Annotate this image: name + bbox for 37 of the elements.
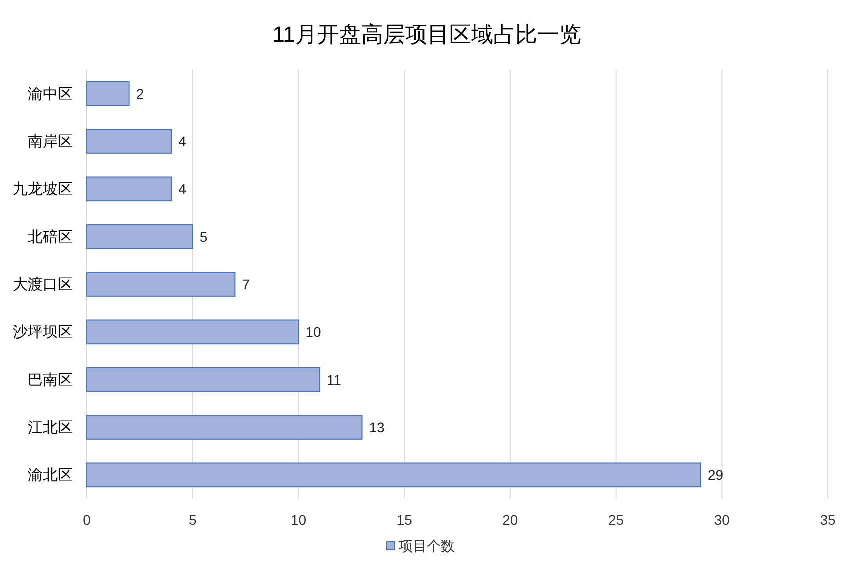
- y-tick-label: 北碚区: [28, 228, 73, 246]
- data-label: 29: [708, 467, 724, 484]
- bar: [86, 415, 363, 440]
- bar: [86, 462, 702, 488]
- bar: [86, 367, 320, 392]
- x-tick-label: 5: [188, 512, 197, 528]
- bar: [86, 224, 194, 250]
- bar: [86, 176, 172, 202]
- data-label: 10: [306, 324, 322, 340]
- data-label: 4: [178, 134, 187, 150]
- y-tick-label: 沙坪坝区: [13, 324, 73, 342]
- x-tick-label: 20: [502, 512, 518, 528]
- bar: [86, 320, 300, 345]
- bar: [86, 129, 172, 154]
- x-tick-label: 15: [396, 512, 413, 528]
- x-tick-label: 35: [820, 512, 836, 528]
- y-tick-label: 渝北区: [28, 467, 73, 484]
- y-tick-label: 大渡口区: [13, 276, 73, 294]
- y-tick-label: 江北区: [28, 420, 73, 436]
- data-label: 11: [326, 372, 342, 388]
- y-tick-label: 九龙坡区: [13, 181, 73, 198]
- data-label: 4: [178, 181, 187, 198]
- y-tick-label: 渝中区: [28, 86, 73, 103]
- data-label: 13: [369, 420, 386, 436]
- data-label: 5: [200, 228, 208, 245]
- bar: [86, 272, 236, 297]
- legend-label: 项目个数: [399, 538, 455, 554]
- chart-title: 11月开盘高层项目区域占比一览: [272, 22, 582, 47]
- bar: [86, 81, 130, 106]
- x-tick-label: 0: [83, 512, 92, 528]
- data-label: 2: [136, 86, 144, 102]
- data-label: 7: [242, 276, 250, 292]
- x-tick-label: 30: [714, 512, 730, 528]
- y-tick-label: 巴南区: [28, 372, 73, 389]
- y-tick-label: 南岸区: [28, 134, 73, 150]
- x-tick-label: 10: [290, 512, 307, 528]
- x-tick-label: 25: [608, 512, 624, 528]
